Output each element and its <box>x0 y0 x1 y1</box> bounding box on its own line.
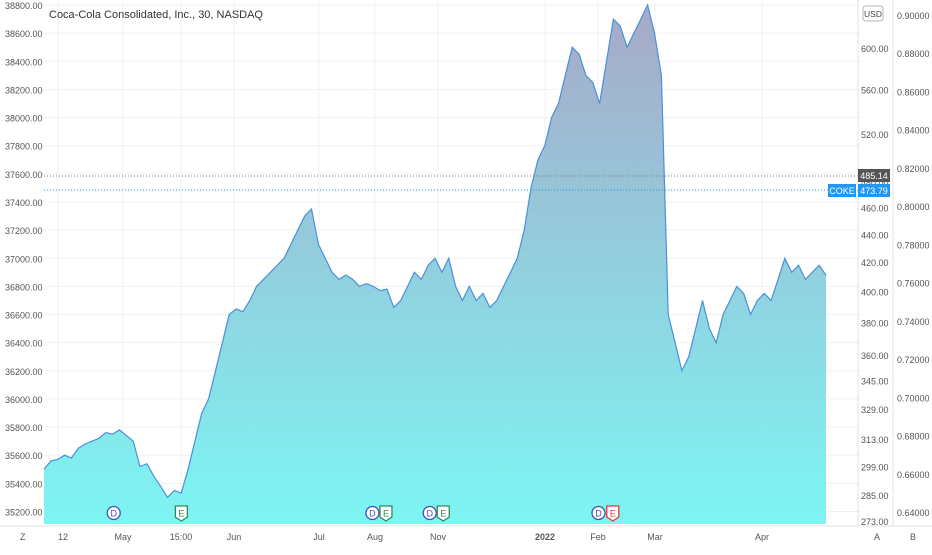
earnings-marker[interactable]: E <box>379 505 393 522</box>
last-price-label: 485.14 <box>858 169 890 182</box>
currency-badge[interactable]: USD <box>862 5 884 22</box>
right-axis-tick: 345.00 <box>861 376 889 386</box>
left-axis-tick: 37600.00 <box>5 170 43 180</box>
chart-title: Coca-Cola Consolidated, Inc., 30, NASDAQ <box>49 9 263 21</box>
ratio-axis-tick: 0.64000 <box>897 508 930 518</box>
right-axis-tick: 380.00 <box>861 318 889 328</box>
ratio-axis-tick: 0.70000 <box>897 393 930 403</box>
right-axis-tick: 329.00 <box>861 405 889 415</box>
right-axis-tick: 400.00 <box>861 288 889 298</box>
svg-text:D: D <box>426 509 433 519</box>
left-axis-tick: 37200.00 <box>5 226 43 236</box>
ratio-axis-tick: 0.82000 <box>897 164 930 174</box>
ratio-axis-tick: 0.72000 <box>897 355 930 365</box>
x-axis-tick: Jul <box>313 532 325 542</box>
right-axis-tick: 520.00 <box>861 130 889 140</box>
left-axis-tick: 36800.00 <box>5 282 43 292</box>
symbol-price-label: 473.79 <box>858 184 890 197</box>
right-axis-tick: 420.00 <box>861 258 889 268</box>
left-axis-tick: 38600.00 <box>5 29 43 39</box>
price-area <box>44 5 826 524</box>
right-axis-tick: 480.00 <box>861 178 889 188</box>
dividend-marker[interactable]: D <box>422 505 437 521</box>
plot-area <box>43 3 827 524</box>
zoom-toggle[interactable]: Z <box>20 532 26 542</box>
svg-text:473.79: 473.79 <box>860 186 888 196</box>
left-axis-tick: 37400.00 <box>5 198 43 208</box>
left-axis-tick: 36000.00 <box>5 395 43 405</box>
ratio-axis-tick: 0.88000 <box>897 49 930 59</box>
svg-text:USD: USD <box>864 9 882 19</box>
x-axis-tick: 15:00 <box>170 532 193 542</box>
left-axis-tick: 35600.00 <box>5 451 43 461</box>
x-axis-tick: Aug <box>367 532 383 542</box>
left-axis-tick: 38800.00 <box>5 1 43 11</box>
right-axis-tick: 440.00 <box>861 230 889 240</box>
x-axis-tick: May <box>114 532 132 542</box>
ratio-axis-tick: 0.80000 <box>897 202 930 212</box>
svg-text:D: D <box>369 509 376 519</box>
right-axis-tick: 285.00 <box>861 491 889 501</box>
x-axis-tick: Feb <box>590 532 606 542</box>
dividend-marker[interactable]: D <box>106 505 121 521</box>
x-axis-tick: Jun <box>227 532 242 542</box>
ratio-axis-tick: 0.66000 <box>897 470 930 480</box>
right-axis-tick: 460.00 <box>861 204 889 214</box>
svg-text:D: D <box>110 509 117 519</box>
left-axis-tick: 38000.00 <box>5 114 43 124</box>
left-axis-tick: 35800.00 <box>5 423 43 433</box>
svg-text:E: E <box>383 509 389 519</box>
svg-text:E: E <box>440 509 446 519</box>
ratio-axis-tick: 0.86000 <box>897 87 930 97</box>
right-axis-tick: 600.00 <box>861 44 889 54</box>
reference-lines <box>44 175 858 191</box>
svg-text:485.14: 485.14 <box>860 171 888 181</box>
left-axis-tick: 35200.00 <box>5 508 43 518</box>
x-axis-tick: 12 <box>58 532 68 542</box>
svg-text:E: E <box>610 509 616 519</box>
ratio-axis-tick: 0.74000 <box>897 317 930 327</box>
left-axis-tick: 36600.00 <box>5 311 43 321</box>
symbol-tag: COKE <box>828 184 856 197</box>
right-axis-tick: 273.00 <box>861 517 889 527</box>
x-axis-tick: Nov <box>430 532 447 542</box>
left-axis-tick: 36400.00 <box>5 339 43 349</box>
earnings-marker[interactable]: E <box>606 505 620 522</box>
right-axis-tick: 360.00 <box>861 351 889 361</box>
right-axis-tick: 560.00 <box>861 85 889 95</box>
ratio-axis-tick: 0.76000 <box>897 279 930 289</box>
right-axis-tick: 299.00 <box>861 462 889 472</box>
auto-scale-toggle[interactable]: A <box>874 532 880 542</box>
axes: 35200.00 35400.00 35600.00 35800.00 36000.00… <box>0 0 932 542</box>
left-axis-tick: 38400.00 <box>5 57 43 67</box>
earnings-marker[interactable]: E <box>436 505 450 522</box>
svg-text:E: E <box>178 509 184 519</box>
x-axis-tick: Apr <box>755 532 769 542</box>
dividend-marker[interactable]: D <box>365 505 380 521</box>
dividend-marker[interactable]: D <box>591 505 606 521</box>
x-axis-tick: Mar <box>647 532 663 542</box>
x-axis-tick: 2022 <box>535 532 555 542</box>
ratio-axis-tick: 0.78000 <box>897 240 930 250</box>
left-axis-tick: 35400.00 <box>5 479 43 489</box>
scale-b-toggle[interactable]: B <box>910 532 916 542</box>
ratio-axis-tick: 0.90000 <box>897 11 930 21</box>
svg-text:D: D <box>595 509 602 519</box>
ratio-axis-tick: 0.68000 <box>897 432 930 442</box>
ratio-axis-tick: 0.84000 <box>897 126 930 136</box>
left-axis-tick: 37000.00 <box>5 254 43 264</box>
left-axis-tick: 36200.00 <box>5 367 43 377</box>
svg-text:COKE: COKE <box>829 186 855 196</box>
left-axis-tick: 38200.00 <box>5 85 43 95</box>
left-axis-tick: 37800.00 <box>5 142 43 152</box>
price-line <box>43 3 827 499</box>
right-axis-tick: 313.00 <box>861 435 889 445</box>
earnings-marker[interactable]: E <box>174 505 189 522</box>
